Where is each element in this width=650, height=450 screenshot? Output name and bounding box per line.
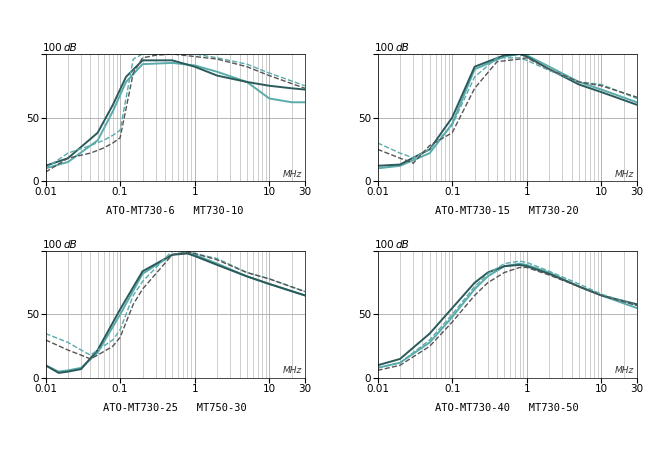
Text: ATO-MT730-25   MT750-30: ATO-MT730-25 MT750-30 [103, 403, 247, 413]
Text: 100: 100 [375, 240, 395, 250]
Text: MHz: MHz [283, 170, 302, 179]
Text: ATO-MT730-40   MT730-50: ATO-MT730-40 MT730-50 [436, 403, 579, 413]
Text: ATO-MT730-6   MT730-10: ATO-MT730-6 MT730-10 [107, 206, 244, 216]
Text: ATO-MT730-15   MT730-20: ATO-MT730-15 MT730-20 [436, 206, 579, 216]
Text: dB: dB [64, 240, 77, 250]
Text: 100: 100 [375, 43, 395, 53]
Text: 100: 100 [43, 240, 62, 250]
Text: dB: dB [396, 240, 410, 250]
Text: MHz: MHz [283, 366, 302, 375]
Text: dB: dB [64, 43, 77, 53]
Text: dB: dB [396, 43, 410, 53]
Text: MHz: MHz [615, 170, 634, 179]
Text: MHz: MHz [615, 366, 634, 375]
Text: 100: 100 [43, 43, 62, 53]
